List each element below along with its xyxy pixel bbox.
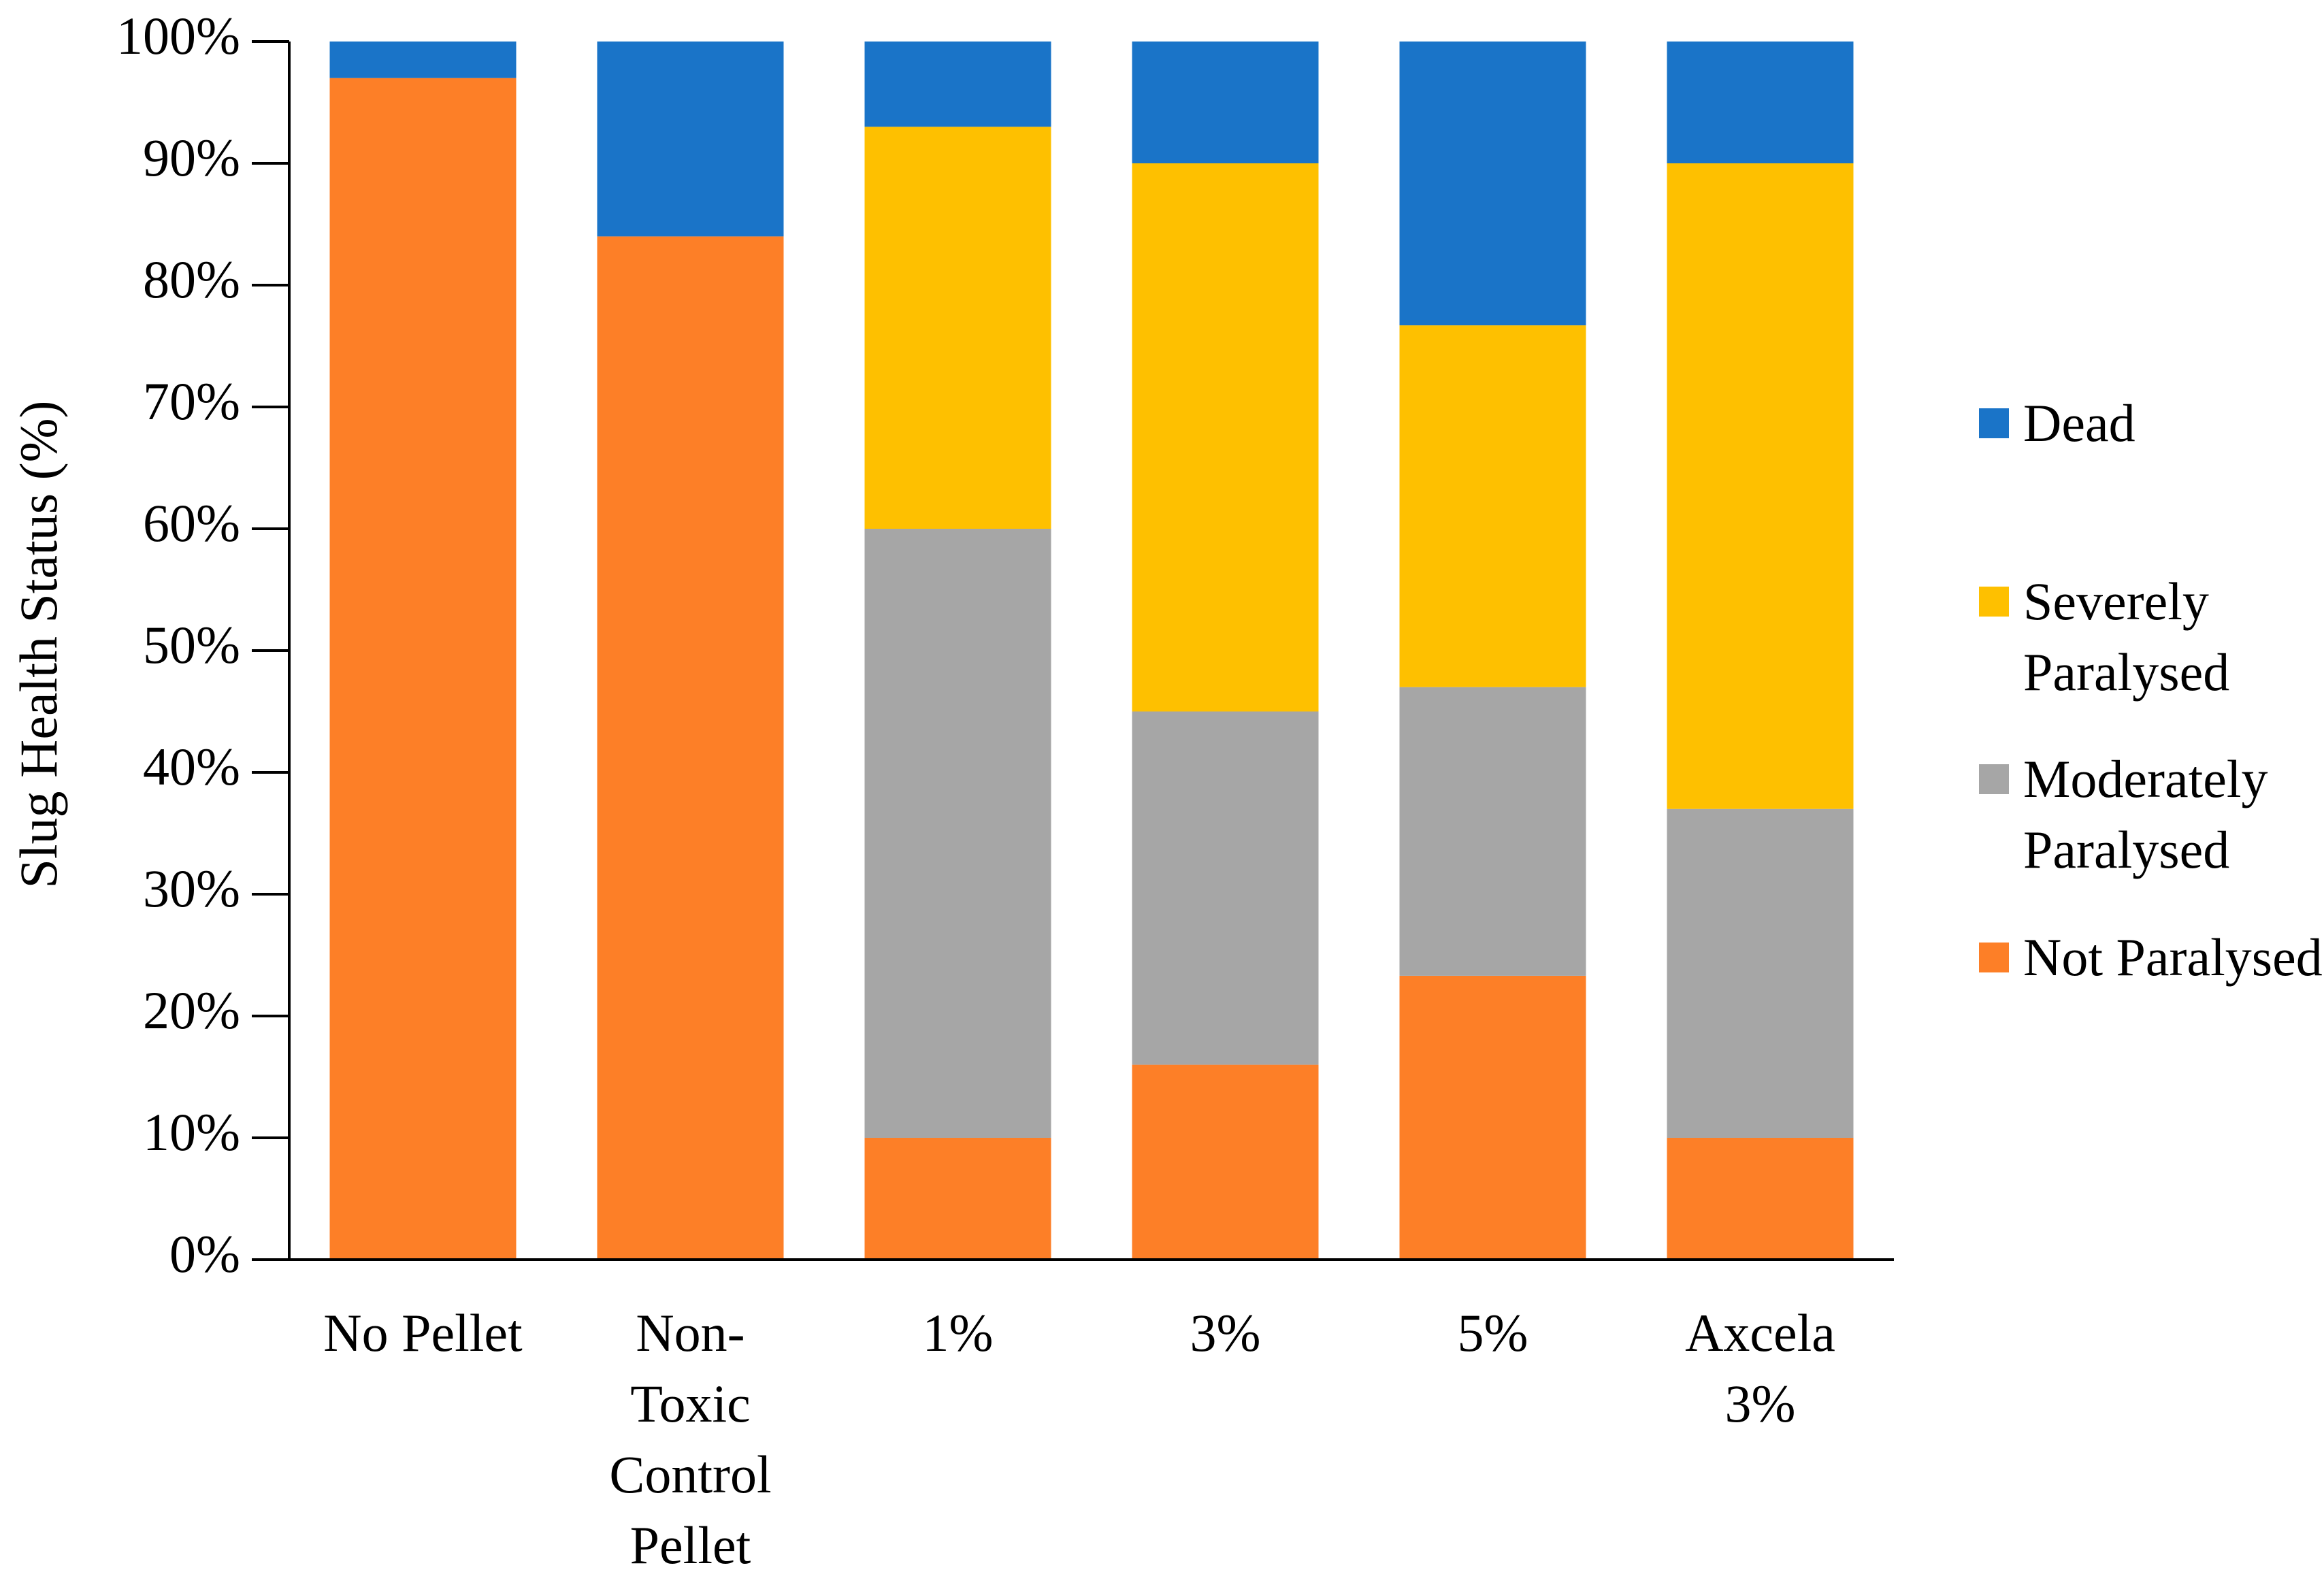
bar-segment bbox=[597, 236, 784, 1260]
bar-segment bbox=[864, 1138, 1051, 1260]
bar-segment bbox=[864, 42, 1051, 127]
bar-segment bbox=[1399, 42, 1586, 326]
y-tick-label: 70% bbox=[143, 372, 240, 431]
bar-segment bbox=[1132, 163, 1319, 712]
bar-segment bbox=[1132, 42, 1319, 163]
x-tick-label: No Pellet bbox=[323, 1303, 523, 1362]
legend-swatch bbox=[1979, 587, 2009, 617]
y-tick-label: 50% bbox=[143, 615, 240, 674]
legend-label: Severely Paralysed bbox=[2023, 572, 2230, 702]
y-tick-label: 100% bbox=[116, 6, 240, 65]
bar-segment bbox=[1132, 1064, 1319, 1260]
y-tick-label: 60% bbox=[143, 493, 240, 553]
bar-segment bbox=[1667, 1138, 1854, 1260]
bar-segment bbox=[329, 78, 517, 1260]
x-tick-label: 1% bbox=[922, 1303, 994, 1362]
bar-segment bbox=[1399, 687, 1586, 976]
bar-segment bbox=[864, 127, 1051, 529]
bar-segment bbox=[864, 529, 1051, 1138]
bar-segment bbox=[1667, 163, 1854, 809]
y-tick-label: 40% bbox=[143, 737, 240, 796]
x-tick-label: 5% bbox=[1457, 1303, 1528, 1362]
legend-swatch bbox=[1979, 408, 2009, 438]
legend-label: Dead bbox=[2023, 393, 2135, 453]
bar-segment bbox=[1399, 325, 1586, 687]
y-tick-label: 90% bbox=[143, 128, 240, 187]
bar-segment bbox=[1132, 711, 1319, 1065]
y-axis-title: Slug Health Status (%) bbox=[9, 400, 68, 888]
legend-swatch bbox=[1979, 943, 2009, 972]
y-tick-label: 0% bbox=[169, 1224, 240, 1283]
y-tick-label: 80% bbox=[143, 250, 240, 309]
x-tick-label: 3% bbox=[1190, 1303, 1261, 1362]
x-tick-label: Axcela 3% bbox=[1685, 1303, 1835, 1433]
y-tick-label: 20% bbox=[143, 981, 240, 1040]
bar-segment bbox=[1667, 808, 1854, 1138]
bar-segment bbox=[1399, 975, 1586, 1260]
bar-segment bbox=[329, 42, 517, 78]
x-tick-label: Non-Toxic Control Pellet bbox=[609, 1303, 772, 1575]
legend-label: Moderately Paralysed bbox=[2023, 749, 2268, 879]
legend-swatch bbox=[1979, 764, 2009, 794]
legend-label: Not Paralysed bbox=[2023, 928, 2323, 987]
bar-segment bbox=[1667, 42, 1854, 163]
y-tick-label: 10% bbox=[143, 1102, 240, 1162]
bar-segment bbox=[597, 42, 784, 237]
y-tick-label: 30% bbox=[143, 859, 240, 918]
